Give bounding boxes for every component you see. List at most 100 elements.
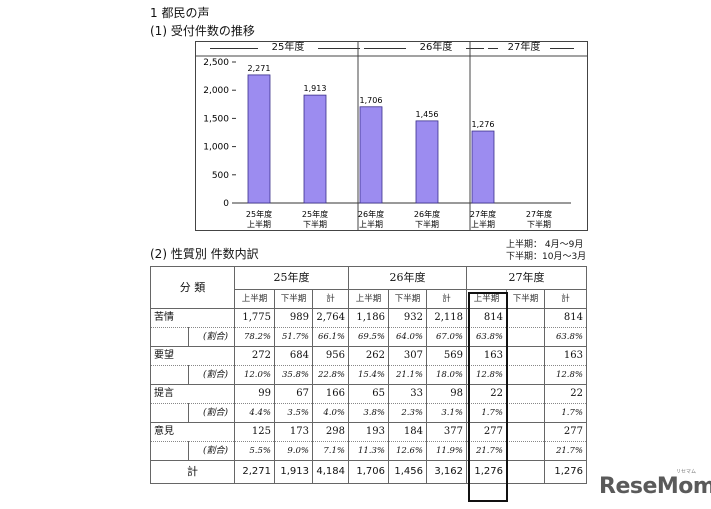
ratio-cell: 21.7%	[466, 441, 507, 461]
ratio-row: (割合) 5.5% 9.0% 7.1% 11.3% 12.6% 11.9% 21.7% 21.7…	[150, 441, 587, 461]
x-category-label: 26年度	[414, 209, 440, 219]
count-cell: 22	[466, 384, 507, 404]
period-note-first-half: 上半期： 4月～9月	[506, 240, 584, 250]
count-cell: 98	[426, 384, 467, 404]
bar-value-label: 1,913	[304, 84, 327, 93]
year-arrow-26-left	[364, 48, 406, 49]
chart-frame	[195, 41, 588, 231]
count-cell	[506, 384, 545, 404]
count-cell: 684	[274, 346, 313, 366]
year-arrow-25-right	[318, 48, 360, 49]
ratio-cell: 63.8%	[544, 327, 587, 347]
ratio-cell: 2.3%	[388, 403, 427, 423]
category-label: 意見	[150, 422, 235, 442]
year-arrow-27-left	[488, 48, 498, 49]
category-label: 提言	[150, 384, 235, 404]
category-row: 苦情 1,775 989 2,764 1,186 932 2,118 814 814	[150, 308, 587, 328]
ratio-cell: 4.0%	[312, 403, 349, 423]
count-cell: 163	[466, 346, 507, 366]
count-cell: 2,118	[426, 308, 467, 328]
ratio-cell: 11.9%	[426, 441, 467, 461]
watermark-kana: リセマム	[676, 469, 697, 475]
ratio-cell: 51.7%	[274, 327, 313, 347]
bar-value-label: 2,271	[248, 64, 271, 73]
count-cell: 22	[544, 384, 587, 404]
count-cell	[506, 422, 545, 442]
year-arrow-27-right	[550, 48, 574, 49]
total-cell: 3,162	[426, 460, 467, 484]
table-title: (2) 性質別 件数内訳	[150, 247, 259, 261]
bar-value-label: 1,706	[360, 96, 383, 105]
count-cell: 99	[234, 384, 275, 404]
ratio-cell: 78.2%	[234, 327, 275, 347]
section-heading: 1 都民の声	[150, 6, 210, 20]
ratio-cell: 3.8%	[348, 403, 389, 423]
count-cell: 956	[312, 346, 349, 366]
period-note-second-half: 下半期：10月～3月	[506, 252, 587, 262]
ratio-cell: 1.7%	[466, 403, 507, 423]
y-tick-label: 2,000	[203, 86, 229, 96]
blank-cell	[150, 365, 189, 385]
count-cell: 33	[388, 384, 427, 404]
x-category-label: 25年度	[246, 209, 272, 219]
ratio-cell: 1.7%	[544, 403, 587, 423]
x-category-label: 上半期	[359, 219, 383, 229]
ratio-cell: 21.1%	[388, 365, 427, 385]
count-cell	[506, 346, 545, 366]
count-cell: 989	[274, 308, 313, 328]
count-cell: 1,186	[348, 308, 389, 328]
count-cell: 298	[312, 422, 349, 442]
x-category-label: 26年度	[358, 209, 384, 219]
x-category-label: 上半期	[471, 219, 495, 229]
ratio-cell: 66.1%	[312, 327, 349, 347]
ratio-label: (割合)	[188, 441, 235, 461]
year-header-row: 分 類 25年度 26年度 27年度	[150, 266, 587, 309]
subheader-second-half: 下半期	[274, 289, 313, 309]
category-label: 苦情	[150, 308, 235, 328]
total-cell: 4,184	[312, 460, 349, 484]
ratio-cell: 18.0%	[426, 365, 467, 385]
category-label: 要望	[150, 346, 235, 366]
count-cell: 932	[388, 308, 427, 328]
blank-cell	[150, 327, 189, 347]
table-year-27: 27年度	[466, 266, 587, 290]
ratio-cell: 21.7%	[544, 441, 587, 461]
x-category-label: 下半期	[415, 219, 439, 229]
ratio-row: (割合) 78.2% 51.7% 66.1% 69.5% 64.0% 67.0% 63.8% 6…	[150, 327, 587, 347]
subheader-second-half: 下半期	[506, 289, 545, 309]
bar	[471, 130, 495, 204]
category-header: 分 類	[150, 266, 235, 309]
count-cell: 377	[426, 422, 467, 442]
count-cell: 1,775	[234, 308, 275, 328]
ratio-cell: 63.8%	[466, 327, 507, 347]
watermark-logo: ReseMom	[599, 474, 711, 499]
subheader-first-half: 上半期	[348, 289, 389, 309]
ratio-cell	[506, 327, 545, 347]
year-arrow-25-left	[210, 48, 258, 49]
x-category-label: 27年度	[470, 209, 496, 219]
x-category-label: 上半期	[247, 219, 271, 229]
subheader-total: 計	[426, 289, 467, 309]
year-label-27: 27年度	[507, 42, 541, 53]
ratio-label: (割合)	[188, 365, 235, 385]
subheader-total: 計	[544, 289, 587, 309]
year-arrow-26-right	[466, 48, 484, 49]
x-category-label: 25年度	[302, 209, 328, 219]
count-cell: 65	[348, 384, 389, 404]
bar	[415, 120, 439, 204]
subheader-first-half: 上半期	[466, 289, 507, 309]
x-category-label: 下半期	[303, 219, 327, 229]
blank-cell	[150, 403, 189, 423]
ratio-label: (割合)	[188, 327, 235, 347]
bar-value-label: 1,456	[416, 110, 439, 119]
ratio-cell: 5.5%	[234, 441, 275, 461]
count-cell: 67	[274, 384, 313, 404]
ratio-cell: 64.0%	[388, 327, 427, 347]
table-year-26: 26年度	[348, 266, 467, 290]
total-row: 計 2,271 1,913 4,184 1,706 1,456 3,162 1,…	[150, 460, 587, 484]
count-cell: 569	[426, 346, 467, 366]
count-cell: 166	[312, 384, 349, 404]
ratio-cell: 7.1%	[312, 441, 349, 461]
ratio-cell: 15.4%	[348, 365, 389, 385]
bar	[247, 74, 271, 204]
